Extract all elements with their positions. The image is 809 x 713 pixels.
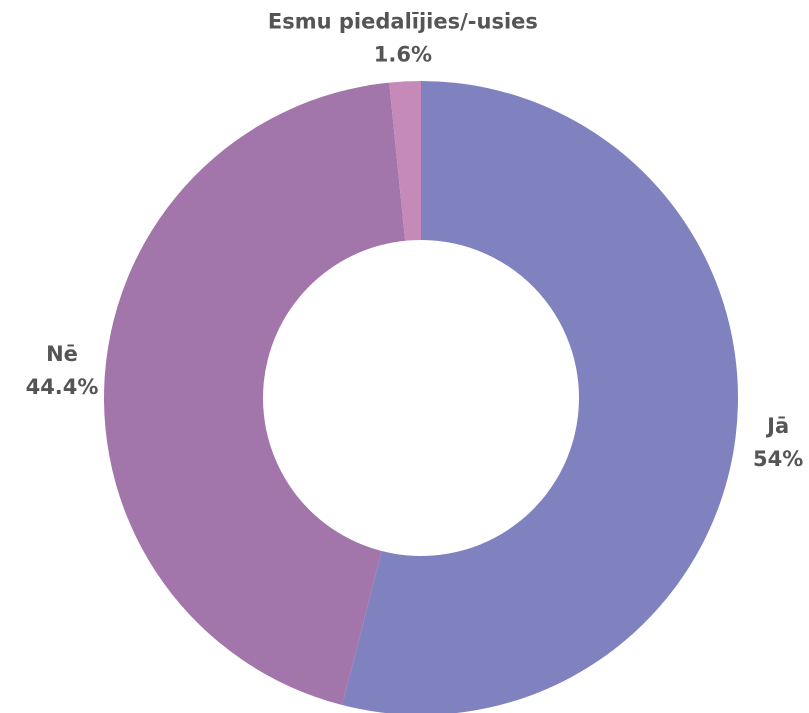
donut-slice [389,81,421,241]
slice-label: Nē [46,342,78,366]
slice-label: Jā [765,414,789,438]
slice-value: 44.4% [26,375,99,399]
slice-value: 1.6% [374,42,432,66]
donut-slice [342,81,738,713]
slice-label: Esmu piedalījies/-usies [268,9,538,33]
slice-value: 54% [753,447,803,471]
donut-slice [103,82,406,706]
